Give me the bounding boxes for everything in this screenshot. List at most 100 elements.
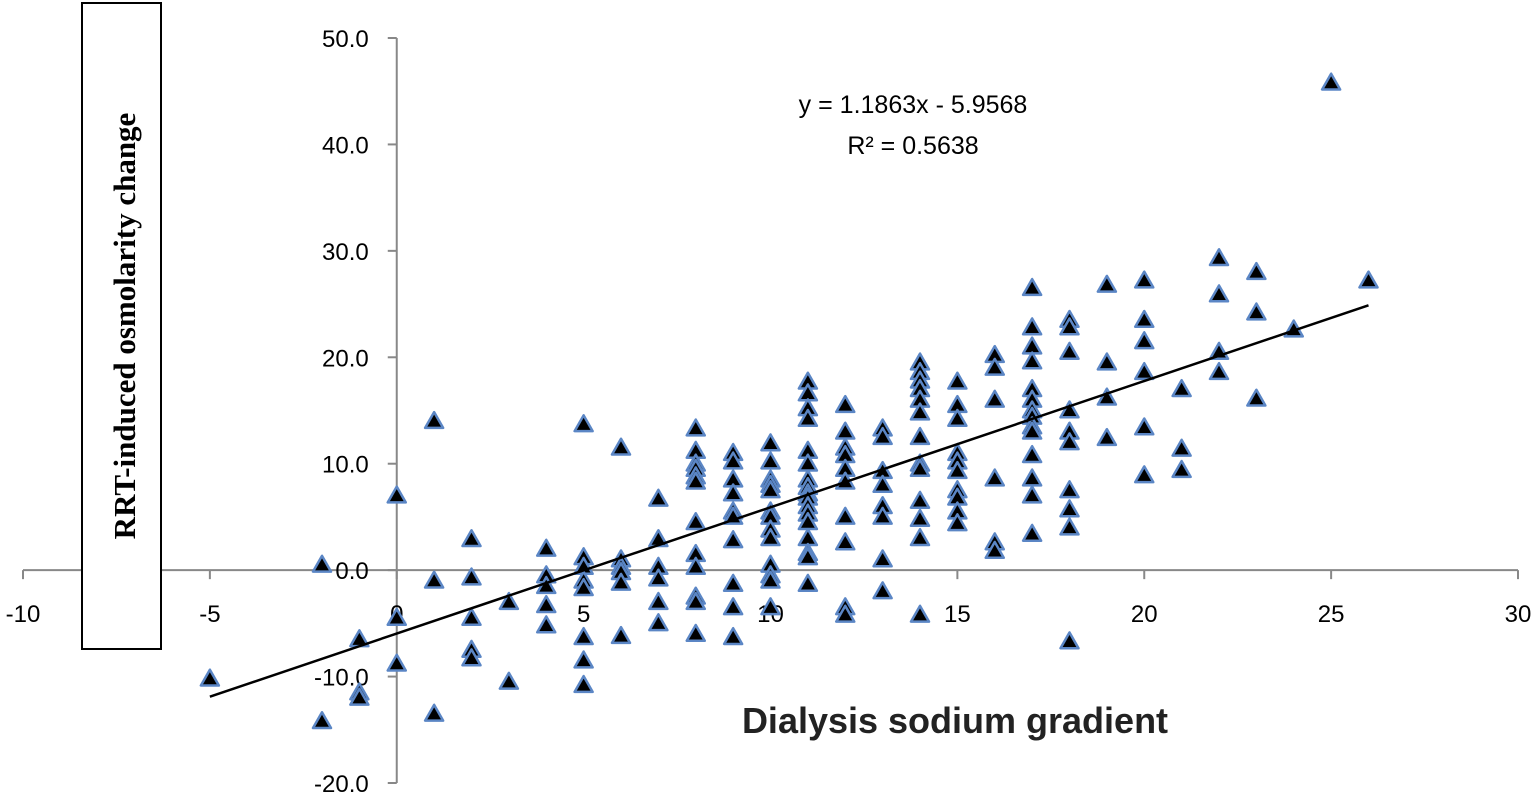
y-tick-label: 20.0 [322, 345, 369, 372]
data-point [722, 573, 744, 592]
data-point [947, 408, 968, 428]
data-point [1134, 465, 1155, 484]
data-point [835, 394, 856, 414]
data-point [797, 547, 819, 566]
data-point [386, 607, 407, 627]
y-axis-label: RRT-induced osmolarity change [107, 113, 142, 540]
data-point [461, 607, 482, 627]
data-point [311, 711, 333, 730]
data-point [1021, 351, 1043, 370]
data-point [722, 506, 744, 525]
data-point [760, 480, 781, 499]
data-point [648, 613, 669, 632]
x-tick-label: 20 [1131, 601, 1158, 628]
y-axis-ticks: -20.0-10.00.010.020.030.040.050.0 [314, 26, 397, 795]
x-tick-label: -5 [199, 601, 220, 628]
trendline-r-squared: R² = 0.5638 [847, 132, 978, 160]
data-point [610, 437, 632, 456]
data-point [1171, 378, 1192, 398]
data-point [685, 623, 706, 642]
data-point [423, 410, 445, 430]
data-point [648, 568, 669, 587]
data-point [1134, 309, 1155, 329]
data-point [648, 488, 669, 507]
y-tick-label: 10.0 [322, 452, 369, 479]
data-point [835, 421, 856, 440]
data-point [872, 581, 893, 600]
data-point [423, 570, 445, 589]
data-point [1059, 480, 1080, 499]
data-point [573, 626, 594, 646]
data-point [909, 402, 931, 421]
data-point [423, 703, 445, 722]
data-point [909, 527, 931, 547]
data-point [1134, 331, 1155, 350]
data-point [984, 389, 1005, 408]
data-point [1059, 317, 1080, 336]
data-points [199, 72, 1379, 730]
y-tick-label: 0.0 [335, 558, 368, 585]
data-point [1021, 317, 1043, 336]
data-point [797, 573, 819, 592]
data-point [573, 674, 594, 694]
data-point [1059, 499, 1080, 518]
y-axis-label-box: RRT-induced osmolarity change [81, 2, 162, 650]
data-point [722, 597, 744, 616]
trendline-equation: y = 1.1863x - 5.9568 [799, 91, 1028, 119]
data-point [1021, 336, 1043, 355]
data-point [1096, 352, 1118, 371]
data-point [199, 668, 221, 687]
data-point [1059, 341, 1080, 360]
x-tick-label: 25 [1318, 601, 1345, 628]
data-point [1134, 361, 1155, 381]
x-axis-label: Dialysis sodium gradient [742, 700, 1168, 741]
data-point [872, 549, 893, 568]
data-point [797, 408, 819, 428]
data-point [722, 451, 744, 470]
data-point [573, 414, 594, 433]
data-point [461, 567, 482, 586]
y-tick-label: 50.0 [322, 26, 369, 53]
data-point [1059, 631, 1080, 650]
data-point [461, 529, 482, 548]
data-point [685, 418, 706, 437]
x-tick-label: 15 [944, 601, 971, 628]
data-point [722, 483, 744, 502]
y-tick-label: -20.0 [314, 771, 369, 795]
data-point [311, 554, 333, 573]
data-point [947, 460, 968, 480]
data-point [498, 591, 520, 611]
data-point [1208, 248, 1230, 267]
data-point [872, 426, 893, 446]
data-point [1021, 523, 1043, 542]
data-point [685, 471, 706, 490]
data-point [573, 577, 594, 597]
data-point [835, 506, 856, 525]
data-point [1246, 302, 1267, 321]
x-tick-label: 5 [577, 601, 590, 628]
data-point [498, 671, 520, 690]
data-point [1171, 459, 1192, 479]
data-point [1171, 438, 1192, 457]
data-point [685, 512, 706, 531]
data-point [872, 506, 893, 525]
data-point [909, 604, 931, 623]
data-point [1208, 284, 1230, 303]
data-point [1320, 72, 1342, 91]
data-point [1134, 417, 1155, 436]
data-point [1246, 388, 1267, 407]
data-point [648, 591, 669, 611]
data-point [1021, 468, 1043, 487]
y-tick-label: 30.0 [322, 239, 369, 266]
data-point [760, 451, 781, 470]
data-point [536, 538, 557, 557]
data-point [947, 371, 968, 390]
x-tick-label: -10 [6, 601, 41, 628]
data-point [685, 591, 706, 611]
data-point [984, 540, 1005, 559]
data-point [760, 597, 781, 616]
trendline [209, 304, 1369, 698]
data-point [386, 485, 407, 504]
data-point [1021, 485, 1043, 504]
